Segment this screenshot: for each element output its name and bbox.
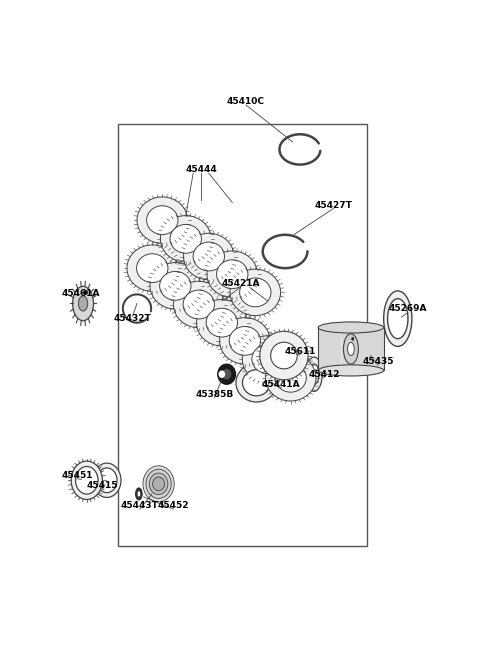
Ellipse shape bbox=[242, 336, 293, 382]
Ellipse shape bbox=[236, 363, 277, 402]
Ellipse shape bbox=[219, 318, 270, 364]
Ellipse shape bbox=[230, 269, 281, 316]
Ellipse shape bbox=[387, 298, 408, 338]
Text: 45385B: 45385B bbox=[195, 390, 233, 399]
Ellipse shape bbox=[143, 466, 174, 502]
Ellipse shape bbox=[193, 242, 225, 271]
Ellipse shape bbox=[75, 466, 98, 494]
Ellipse shape bbox=[146, 469, 171, 499]
Ellipse shape bbox=[72, 286, 94, 321]
Ellipse shape bbox=[71, 461, 102, 499]
Ellipse shape bbox=[318, 322, 384, 333]
Text: 45415: 45415 bbox=[87, 481, 119, 490]
Text: 45451: 45451 bbox=[61, 471, 93, 480]
Ellipse shape bbox=[275, 363, 306, 392]
Ellipse shape bbox=[183, 290, 215, 319]
Ellipse shape bbox=[78, 296, 88, 311]
Text: 45432T: 45432T bbox=[114, 314, 151, 323]
Ellipse shape bbox=[352, 337, 354, 340]
Ellipse shape bbox=[240, 278, 271, 307]
Ellipse shape bbox=[160, 272, 191, 300]
Ellipse shape bbox=[173, 281, 224, 328]
Ellipse shape bbox=[265, 354, 316, 401]
Text: 45269A: 45269A bbox=[389, 304, 427, 313]
Text: 45441A: 45441A bbox=[262, 380, 300, 389]
Ellipse shape bbox=[135, 488, 142, 500]
Ellipse shape bbox=[271, 342, 297, 369]
Text: 45444: 45444 bbox=[185, 165, 217, 174]
Text: 45410C: 45410C bbox=[227, 97, 265, 106]
Ellipse shape bbox=[150, 262, 201, 309]
Bar bbox=[118, 124, 367, 546]
Ellipse shape bbox=[196, 299, 247, 346]
Text: 45412: 45412 bbox=[308, 370, 340, 379]
Ellipse shape bbox=[348, 342, 354, 356]
Ellipse shape bbox=[93, 463, 121, 497]
Ellipse shape bbox=[137, 254, 168, 283]
Ellipse shape bbox=[137, 491, 141, 497]
Text: 45611: 45611 bbox=[284, 347, 316, 356]
Ellipse shape bbox=[96, 468, 117, 493]
Text: 45452: 45452 bbox=[158, 501, 189, 510]
Ellipse shape bbox=[384, 291, 412, 346]
Ellipse shape bbox=[153, 477, 165, 491]
Bar bbox=[318, 327, 384, 371]
Ellipse shape bbox=[183, 234, 234, 279]
Ellipse shape bbox=[222, 369, 231, 380]
Ellipse shape bbox=[170, 224, 202, 253]
Ellipse shape bbox=[127, 245, 178, 291]
Ellipse shape bbox=[252, 344, 283, 373]
Ellipse shape bbox=[207, 251, 258, 297]
Ellipse shape bbox=[137, 197, 188, 243]
Ellipse shape bbox=[309, 364, 319, 384]
Ellipse shape bbox=[306, 357, 322, 392]
Ellipse shape bbox=[242, 370, 270, 396]
Ellipse shape bbox=[160, 216, 211, 262]
Text: 45427T: 45427T bbox=[314, 201, 352, 209]
Text: 45461A: 45461A bbox=[61, 289, 100, 298]
Text: 45435: 45435 bbox=[362, 357, 394, 366]
Text: 45421A: 45421A bbox=[221, 279, 260, 288]
Ellipse shape bbox=[218, 371, 225, 378]
Ellipse shape bbox=[149, 473, 168, 495]
Ellipse shape bbox=[206, 308, 238, 337]
Ellipse shape bbox=[344, 334, 359, 364]
Text: 45443T: 45443T bbox=[121, 501, 159, 510]
Ellipse shape bbox=[318, 365, 384, 376]
Ellipse shape bbox=[260, 331, 308, 380]
Ellipse shape bbox=[146, 206, 178, 235]
Ellipse shape bbox=[229, 327, 261, 356]
Ellipse shape bbox=[216, 260, 248, 289]
Ellipse shape bbox=[218, 364, 236, 384]
